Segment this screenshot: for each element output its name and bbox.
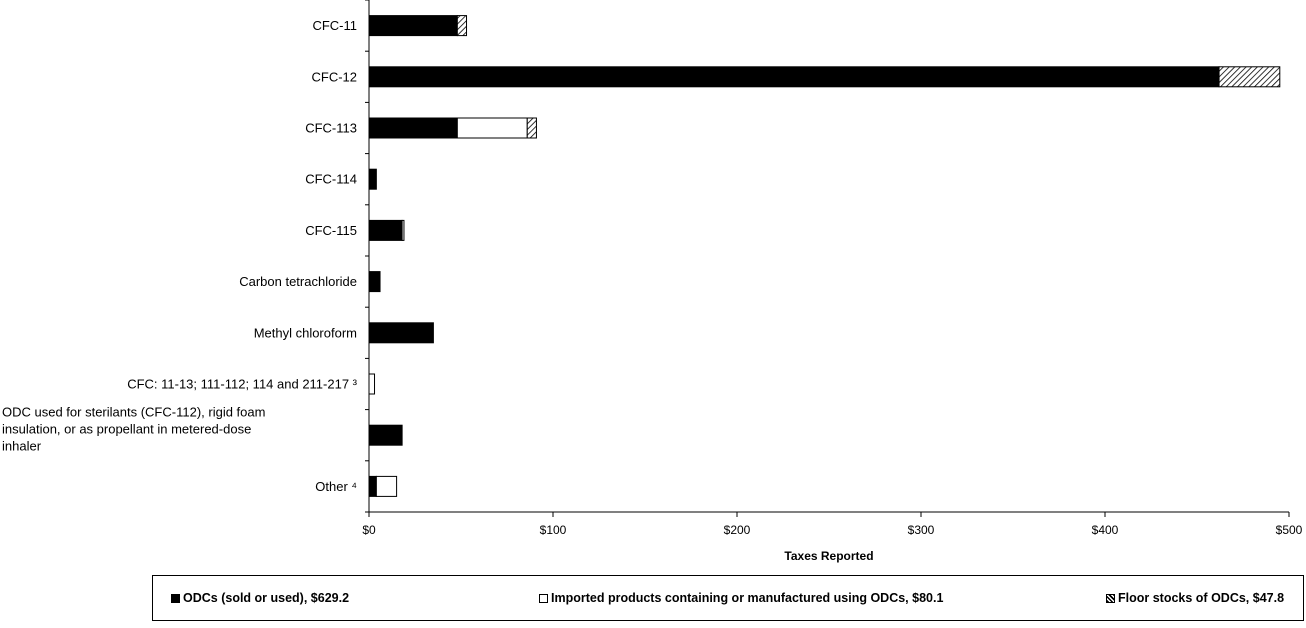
category-label-0: CFC-11: [312, 18, 357, 33]
category-label-2: CFC-113: [305, 121, 357, 136]
bar-hatched-1: [1218, 66, 1281, 88]
bars-group: [368, 15, 1281, 497]
legend: ODCs (sold or used), $629.2 Imported pro…: [152, 575, 1304, 621]
legend-label-odcs: ODCs (sold or used), $629.2: [183, 591, 350, 605]
category-label-1: CFC-12: [311, 69, 357, 84]
bar-chart: CFC-11 CFC-12 CFC-113 CFC-114 CFC-115 Carbon …: [2, 0, 1303, 563]
category-label-7: CFC: 11-13; 111-112; 114 and 211-217 ³: [127, 377, 357, 392]
x-tick-label-0: $0: [362, 523, 376, 537]
legend-item-odcs: ODCs (sold or used), $629.2: [171, 591, 349, 605]
x-tick-label-1: $100: [540, 523, 567, 537]
bar-hatched-2: [526, 117, 537, 139]
bar-empty-9: [375, 475, 398, 497]
bar-solid-0: [368, 15, 458, 37]
bar-empty-4: [401, 219, 405, 241]
bar-solid-9: [368, 475, 377, 497]
legend-item-imported: Imported products containing or manufact…: [539, 591, 943, 605]
x-tick-label-2: $200: [724, 523, 751, 537]
x-tick-label-3: $300: [908, 523, 935, 537]
bar-solid-3: [368, 168, 377, 190]
bar-empty-7: [368, 373, 376, 395]
category-label-3: CFC-114: [305, 172, 357, 187]
bar-solid-4: [368, 219, 403, 241]
legend-label-imported: Imported products containing or manufact…: [551, 591, 944, 605]
category-label-8: ODC used for sterilants (CFC-112), rigid…: [2, 405, 265, 454]
bar-hatched-0: [456, 15, 468, 37]
bar-empty-2: [456, 117, 528, 139]
bar-solid-1: [368, 66, 1220, 88]
legend-swatch-solid: [171, 593, 180, 603]
legend-swatch-hatched: [1106, 593, 1115, 603]
category-label-5: Carbon tetrachloride: [239, 274, 357, 289]
legend-label-floor-stocks: Floor stocks of ODCs, $47.8: [1118, 591, 1285, 605]
bar-solid-6: [368, 322, 434, 344]
legend-swatch-empty: [539, 593, 548, 603]
bar-solid-2: [368, 117, 458, 139]
bar-solid-5: [368, 271, 381, 293]
category-label-6: Methyl chloroform: [254, 325, 357, 340]
x-tick-label-5: $500: [1276, 523, 1303, 537]
axes-group: CFC-11 CFC-12 CFC-113 CFC-114 CFC-115 Carbon …: [2, 0, 1303, 537]
legend-item-floor-stocks: Floor stocks of ODCs, $47.8: [1106, 591, 1284, 605]
bar-solid-8: [368, 424, 403, 446]
category-label-4: CFC-115: [305, 223, 357, 238]
x-axis-title: Taxes Reported: [784, 549, 873, 563]
x-tick-label-4: $400: [1092, 523, 1119, 537]
category-label-9: Other ⁴: [315, 479, 357, 494]
